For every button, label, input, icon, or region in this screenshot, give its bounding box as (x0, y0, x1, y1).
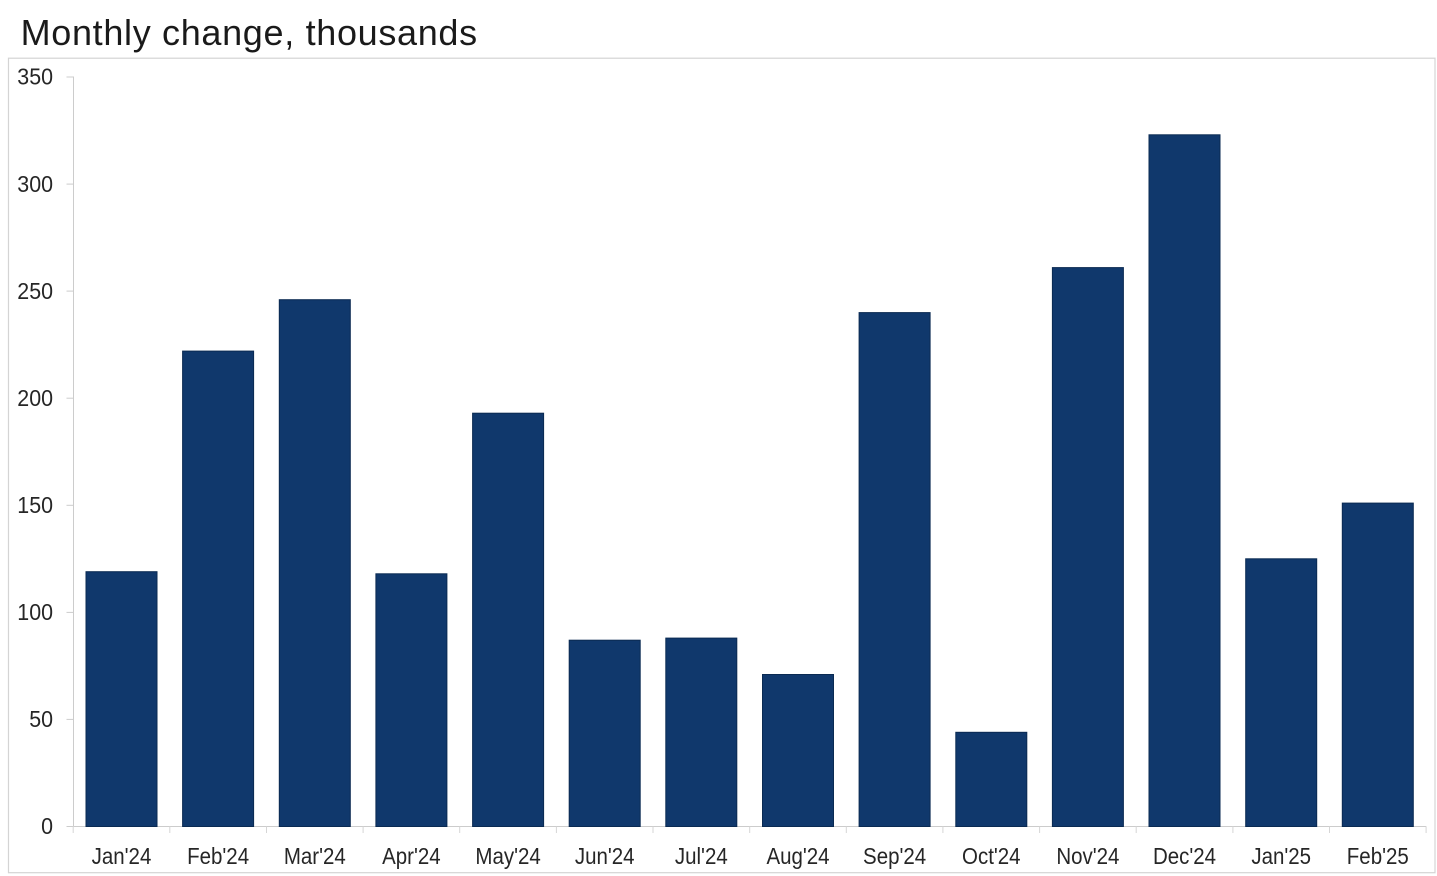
svg-text:Jan'24: Jan'24 (92, 843, 152, 869)
svg-text:50: 50 (29, 706, 53, 732)
svg-text:Dec'24: Dec'24 (1153, 843, 1216, 869)
svg-text:350: 350 (17, 64, 53, 90)
svg-text:Jun'24: Jun'24 (575, 843, 635, 869)
svg-text:Jan'25: Jan'25 (1251, 843, 1311, 869)
svg-text:300: 300 (17, 171, 53, 197)
svg-text:Feb'25: Feb'25 (1347, 843, 1409, 869)
svg-text:Aug'24: Aug'24 (766, 843, 829, 869)
svg-text:Monthly change, thousands: Monthly change, thousands (21, 12, 478, 53)
svg-text:Jul'24: Jul'24 (675, 843, 728, 869)
svg-text:100: 100 (17, 599, 53, 625)
svg-text:May'24: May'24 (475, 843, 540, 869)
svg-text:150: 150 (17, 492, 53, 518)
svg-text:Nov'24: Nov'24 (1056, 843, 1119, 869)
svg-text:250: 250 (17, 278, 53, 304)
svg-text:0: 0 (41, 813, 53, 839)
svg-text:200: 200 (17, 385, 53, 411)
svg-text:Mar'24: Mar'24 (284, 843, 346, 869)
svg-text:Apr'24: Apr'24 (382, 843, 441, 869)
svg-text:Sep'24: Sep'24 (863, 843, 926, 869)
svg-text:Feb'24: Feb'24 (187, 843, 249, 869)
svg-text:Oct'24: Oct'24 (962, 843, 1021, 869)
